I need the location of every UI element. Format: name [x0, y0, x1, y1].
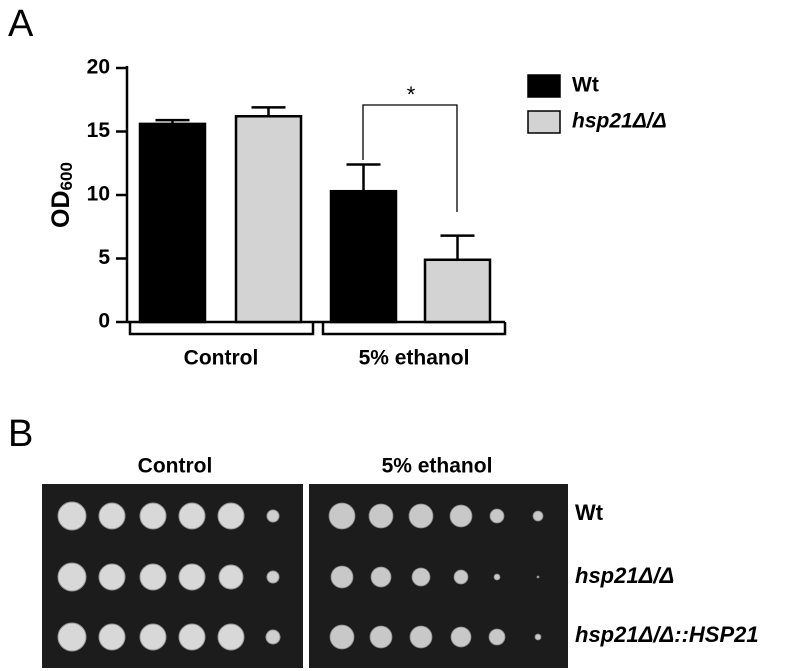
y-tick-label: 15: [87, 119, 111, 142]
colony-spot: [217, 502, 245, 530]
row-label: hsp21Δ/Δ::HSP21: [575, 622, 759, 647]
colony-spot: [370, 566, 392, 588]
colony-spot: [450, 626, 472, 648]
significance-label: *: [407, 82, 416, 107]
colony-spot: [534, 633, 542, 641]
significance-bracket: [362, 104, 458, 212]
x-tick-label: 5% ethanol: [359, 347, 470, 370]
bar: [329, 189, 398, 324]
legend-label: Wt: [572, 74, 599, 97]
colony-spot: [265, 629, 281, 645]
colony-spot: [178, 623, 206, 651]
colony-spot: [411, 567, 431, 587]
bar: [423, 258, 492, 324]
colony-spot: [368, 503, 394, 529]
bar: [234, 115, 303, 324]
colony-spot: [178, 502, 206, 530]
colony-spot: [408, 503, 434, 529]
colony-spot: [453, 569, 469, 585]
colony-spot: [329, 624, 355, 650]
colony-spot: [369, 625, 393, 649]
y-tick-label: 0: [98, 310, 110, 333]
y-tick-label: 5: [98, 246, 110, 269]
colony-spot: [328, 502, 356, 530]
x-tick-label: Control: [184, 347, 259, 370]
colony-spot: [493, 573, 501, 581]
colony-spot: [488, 628, 506, 646]
colony-spot: [449, 504, 473, 528]
colony-spot: [330, 565, 354, 589]
colony-spot: [489, 508, 505, 524]
colony-spot: [409, 625, 433, 649]
panel-label: B: [8, 413, 33, 455]
column-header: Control: [138, 455, 213, 478]
colony-spot: [217, 623, 245, 651]
colony-spot: [57, 562, 87, 592]
colony-spot: [57, 622, 87, 652]
colony-spot: [266, 570, 280, 584]
row-label: Wt: [575, 500, 604, 525]
colony-spot: [532, 510, 544, 522]
legend-swatch: [527, 74, 561, 98]
colony-spot: [536, 575, 540, 579]
legend-swatch: [527, 110, 561, 134]
colony-spot: [218, 564, 244, 590]
row-label: hsp21Δ/Δ: [575, 563, 674, 588]
y-axis-label-sub: 600: [57, 162, 76, 190]
colony-spot: [98, 502, 126, 530]
colony-spot: [57, 501, 87, 531]
colony-spot: [98, 563, 126, 591]
colony-spot: [139, 623, 167, 651]
y-tick-label: 20: [87, 56, 110, 79]
panel-label: A: [8, 3, 34, 45]
y-tick-label: 10: [87, 183, 110, 206]
y-axis-label: OD600: [47, 162, 77, 228]
colony-spot: [139, 563, 167, 591]
colony-spot: [178, 563, 206, 591]
colony-spot: [139, 502, 167, 530]
legend-label: hsp21Δ/Δ: [572, 110, 667, 133]
bar: [138, 122, 207, 324]
y-axis-label-main: OD: [47, 190, 75, 228]
colony-spot: [98, 623, 126, 651]
category-brackets: [128, 322, 507, 336]
column-header: 5% ethanol: [382, 455, 493, 478]
colony-spot: [266, 509, 280, 523]
